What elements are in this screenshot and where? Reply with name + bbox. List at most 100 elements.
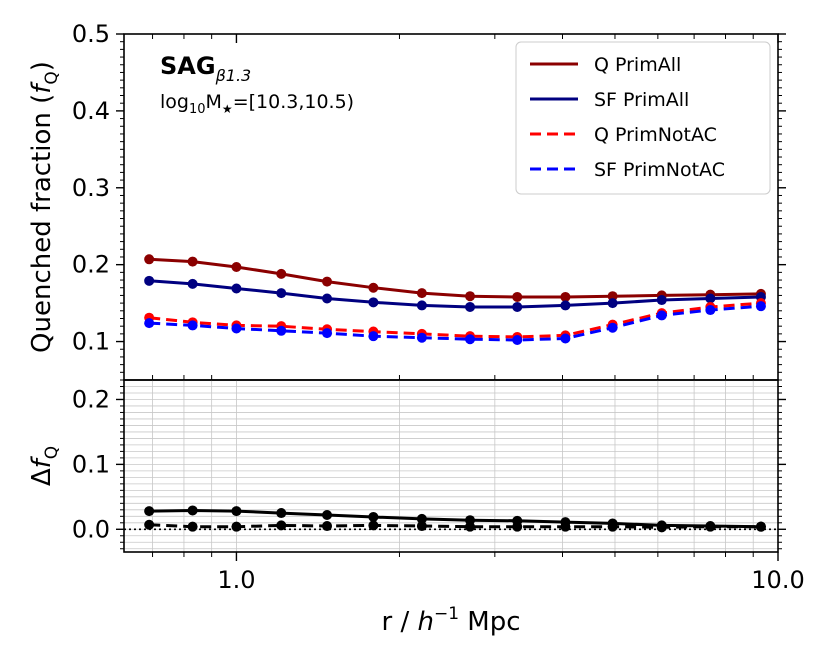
top-series-point-0: [607, 291, 618, 302]
top-series-point-0: [512, 291, 523, 302]
top-series-point-0: [465, 291, 476, 302]
top-series-point-1: [144, 275, 155, 286]
top-series-point-3: [416, 332, 427, 343]
annotation-title-sub: β1.3: [215, 66, 252, 85]
top-series-point-3: [465, 334, 476, 345]
x-tick-label: 10.0: [751, 566, 804, 594]
top-series-point-3: [231, 323, 242, 334]
top-series-point-1: [322, 293, 333, 304]
legend-box: [515, 41, 771, 195]
bottom-series-point-1: [705, 521, 716, 532]
bottom-series-point-0: [416, 513, 427, 524]
legend: Q PrimAll SF PrimAll Q PrimNotAC SF PrimNot…: [515, 41, 771, 195]
bottom-y-axis-label-text: Δ: [27, 468, 57, 486]
bottom-series-point-1: [231, 521, 242, 532]
bottom-y-axis-label: ΔfQ: [27, 446, 62, 486]
annotation-mass-base: 10: [189, 102, 206, 117]
top-series-point-1: [276, 288, 287, 299]
top-series-point-1: [368, 297, 379, 308]
chart-annotation-mass: log10M★=[10.3,10.5): [160, 91, 354, 117]
bottom-ytick-label: 0.1: [72, 450, 110, 478]
bottom-series-point-1: [144, 519, 155, 530]
top-y-axis-label-text: Quenched fraction (: [27, 94, 57, 353]
top-series-point-3: [560, 333, 571, 344]
top-ytick-label: 0.1: [72, 328, 110, 356]
top-series-point-1: [465, 301, 476, 312]
top-series-point-1: [607, 298, 618, 309]
x-axis-label-sup: −1: [434, 604, 459, 624]
bottom-series-point-1: [607, 521, 618, 532]
bottom-grid: [124, 380, 779, 552]
top-series-point-1: [416, 300, 427, 311]
top-series-point-0: [416, 288, 427, 299]
chart-annotation-title: SAGβ1.3: [160, 52, 251, 85]
top-series-point-0: [276, 268, 287, 279]
top-series-point-0: [231, 261, 242, 272]
top-series-line-0: [149, 257, 761, 299]
bottom-ytick-label: 0.0: [72, 515, 110, 543]
top-series-point-3: [368, 331, 379, 342]
bottom-series-point-1: [368, 520, 379, 531]
legend-items: Q PrimAll SF PrimAll Q PrimNotAC SF PrimNot…: [530, 54, 725, 181]
bottom-series-point-0: [187, 505, 198, 516]
top-series-point-3: [144, 318, 155, 329]
annotation-mass-prefix: log: [160, 91, 189, 113]
legend-label: SF PrimAll: [594, 89, 689, 111]
top-series-line-1: [149, 279, 761, 309]
top-series-line-3: [149, 304, 762, 342]
x-axis-label-prefix: r /: [381, 607, 417, 637]
legend-label: Q PrimNotAC: [594, 124, 717, 146]
legend-label: SF PrimNotAC: [594, 159, 725, 181]
annotation-mass-star: ★: [222, 102, 233, 116]
top-y-axis-label-close: ): [27, 61, 57, 71]
top-series-point-3: [755, 301, 766, 312]
top-series-point-3: [705, 305, 716, 316]
top-series-point-1: [560, 300, 571, 311]
top-series-point-1: [656, 295, 667, 306]
x-axis-label-var: h: [417, 607, 433, 637]
bottom-series-point-1: [465, 521, 476, 532]
bottom-series-point-0: [144, 506, 155, 517]
bottom-series: [144, 505, 766, 533]
top-series-point-3: [322, 328, 333, 339]
top-ytick-label: 0.2: [72, 251, 110, 279]
x-axis-label: r / h−1 Mpc: [381, 604, 520, 637]
top-panel: 0.1 0.2 0.3 0.4 0.5 SAGβ1.3 log10M★=[10.3,10…: [72, 20, 786, 381]
top-series-point-3: [276, 325, 287, 336]
bottom-series-line-1: [149, 523, 761, 529]
top-series-point-0: [322, 276, 333, 287]
annotation-mass-var: M: [206, 91, 222, 113]
top-ytick-labels: 0.1 0.2 0.3 0.4 0.5: [72, 20, 110, 356]
bottom-series-point-1: [322, 521, 333, 532]
legend-label: Q PrimAll: [594, 54, 681, 76]
bottom-series-point-1: [276, 520, 287, 531]
top-series-point-1: [231, 283, 242, 294]
bottom-panel: 0.0 0.1 0.2 1.0 10.0: [72, 379, 805, 594]
bottom-series-point-1: [187, 521, 198, 532]
top-series-point-1: [187, 278, 198, 289]
top-series-line-2: [149, 301, 762, 339]
top-ytick-label: 0.3: [72, 174, 110, 202]
x-axis-label-suffix: Mpc: [459, 607, 521, 637]
top-ytick-label: 0.4: [72, 97, 110, 125]
top-series-point-3: [607, 322, 618, 333]
annotation-mass-range: =[10.3,10.5): [233, 91, 354, 113]
top-series-point-3: [512, 335, 523, 346]
bottom-series-point-1: [560, 521, 571, 532]
top-series-point-3: [656, 310, 667, 321]
x-tick-labels: 1.0 10.0: [217, 566, 804, 594]
bottom-series-point-0: [322, 510, 333, 521]
top-series-point-0: [368, 282, 379, 293]
bottom-series-point-0: [231, 506, 242, 517]
top-ytick-label: 0.5: [72, 20, 110, 48]
bottom-series-point-0: [276, 508, 287, 519]
top-series-point-0: [560, 291, 571, 302]
top-series-point-0: [144, 254, 155, 265]
bottom-ytick-labels: 0.0 0.1 0.2: [72, 385, 110, 543]
bottom-series-point-0: [368, 511, 379, 522]
bottom-series-point-1: [656, 522, 667, 533]
bottom-y-axis-label-sub: Q: [42, 446, 62, 459]
top-series-point-1: [705, 293, 716, 304]
top-series-point-1: [512, 301, 523, 312]
bottom-series-line-0: [149, 509, 761, 529]
